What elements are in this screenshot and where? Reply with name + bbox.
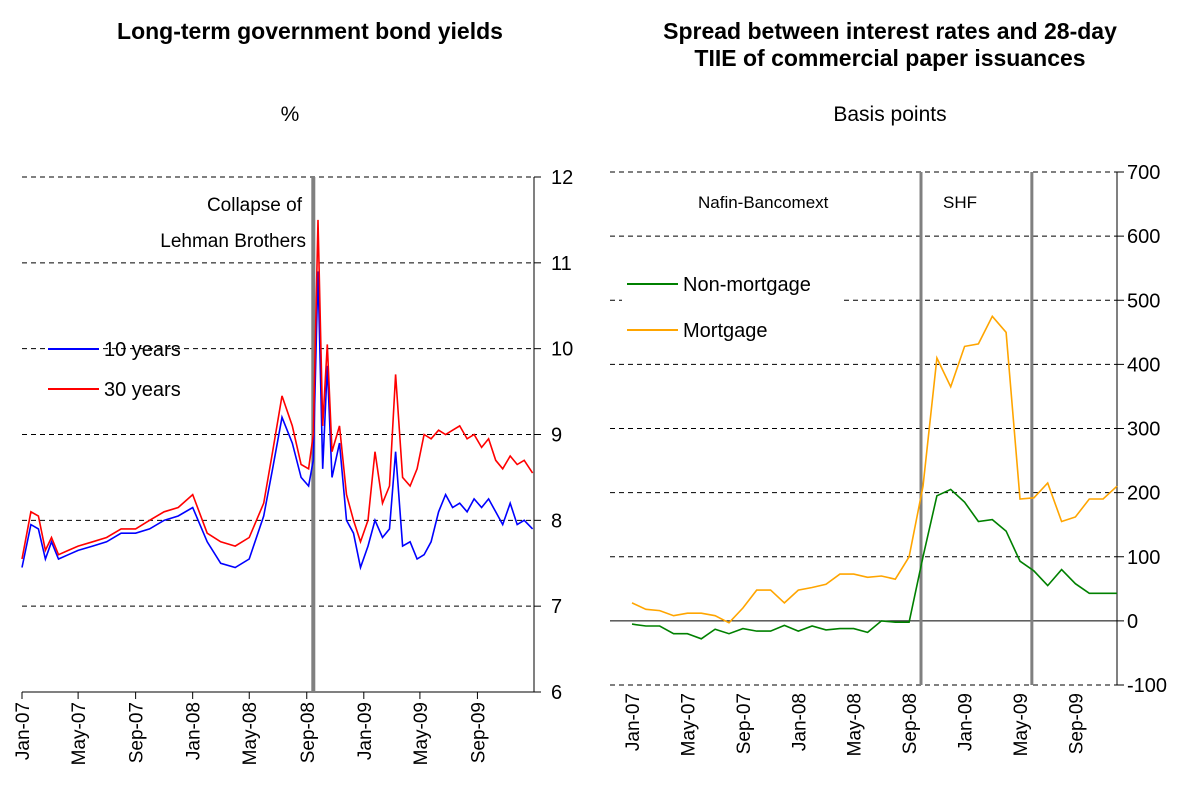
chart1-x-tick-label: May-09 <box>411 702 432 765</box>
chart2-y-tick-label: 0 <box>1127 611 1138 633</box>
chart2-title: Spread between interest rates and 28-day… <box>600 18 1180 72</box>
chart2-x-tick-label: Sep-08 <box>900 693 921 754</box>
chart2-legend-0-label: Non-mortgage <box>683 274 811 296</box>
chart1-y-tick-label: 7 <box>551 596 562 618</box>
chart1-x-tick-label: Jan-09 <box>355 702 376 760</box>
chart2-y-tick-label: 500 <box>1127 290 1160 312</box>
chart1-y-tick-label: 6 <box>551 682 562 704</box>
chart2-x-tick-label: May-09 <box>1011 693 1032 756</box>
chart1-x-tick-label: May-08 <box>240 702 261 765</box>
chart1-x-tick-label: Sep-07 <box>127 702 148 763</box>
chart2-legend-1-label: Mortgage <box>683 320 768 342</box>
chart1-y-tick-label: 12 <box>551 167 573 189</box>
chart2-legend-1-bg <box>622 295 844 327</box>
chart2-unit: Basis points <box>833 103 947 126</box>
chart2-annotation-nafin: Nafin-Bancomext <box>698 193 829 212</box>
chart2-x-tick-label: Jan-09 <box>956 693 977 751</box>
chart2-y-tick-label: 100 <box>1127 547 1160 569</box>
chart1-legend-0-label: 10 years <box>104 339 181 361</box>
chart2-series-0-line <box>631 488 1117 640</box>
chart2-annotation-shf: SHF <box>943 193 977 212</box>
chart1-annotation-line1: Collapse of <box>207 195 303 216</box>
chart1-y-tick-label: 8 <box>551 510 562 532</box>
chart1-series-0-line <box>21 271 534 571</box>
chart1-y-tick-label: 10 <box>551 339 573 361</box>
chart1-unit: % <box>280 103 300 126</box>
chart1-legend-1-label: 30 years <box>104 379 181 401</box>
chart2-x-tick-label: May-08 <box>845 693 866 756</box>
chart2-title-line2: TIIE of commercial paper issuances <box>694 45 1086 71</box>
chart2-x-tick-label: Jan-07 <box>623 693 644 751</box>
chart2-legend-0-bg <box>622 249 844 281</box>
chart2-y-tick-label: 200 <box>1127 483 1160 505</box>
chart1-x-tick-label: Sep-08 <box>298 702 319 763</box>
chart1-y-tick-label: 11 <box>551 253 572 275</box>
chart1-series-1-line <box>21 219 534 560</box>
chart1-x-tick-label: May-07 <box>69 702 90 765</box>
chart1-x-tick-label: Jan-08 <box>184 702 205 760</box>
chart2-title-line1: Spread between interest rates and 28-day <box>663 18 1117 44</box>
chart2-y-tick-label: 700 <box>1127 162 1160 184</box>
chart2-x-tick-label: May-07 <box>678 693 699 756</box>
chart1-y-tick-label: 9 <box>551 425 562 447</box>
chart1-annotation-line2: Lehman Brothers <box>160 231 306 252</box>
chart2-series-1-line <box>631 314 1118 624</box>
chart1-title: Long-term government bond yields <box>117 18 503 44</box>
chart2-x-tick-label: Jan-08 <box>789 693 810 751</box>
chart2-y-tick-label: 300 <box>1127 419 1160 441</box>
chart1-x-tick-label: Jan-07 <box>13 702 34 760</box>
chart2-y-tick-label: 400 <box>1127 354 1160 376</box>
chart2-y-tick-label: -100 <box>1127 675 1167 697</box>
chart2-y-tick-label: 600 <box>1127 226 1160 248</box>
chart2-x-tick-label: Sep-09 <box>1066 693 1087 754</box>
chart2-x-tick-label: Sep-07 <box>734 693 755 754</box>
chart1-x-tick-label: Sep-09 <box>468 702 489 763</box>
